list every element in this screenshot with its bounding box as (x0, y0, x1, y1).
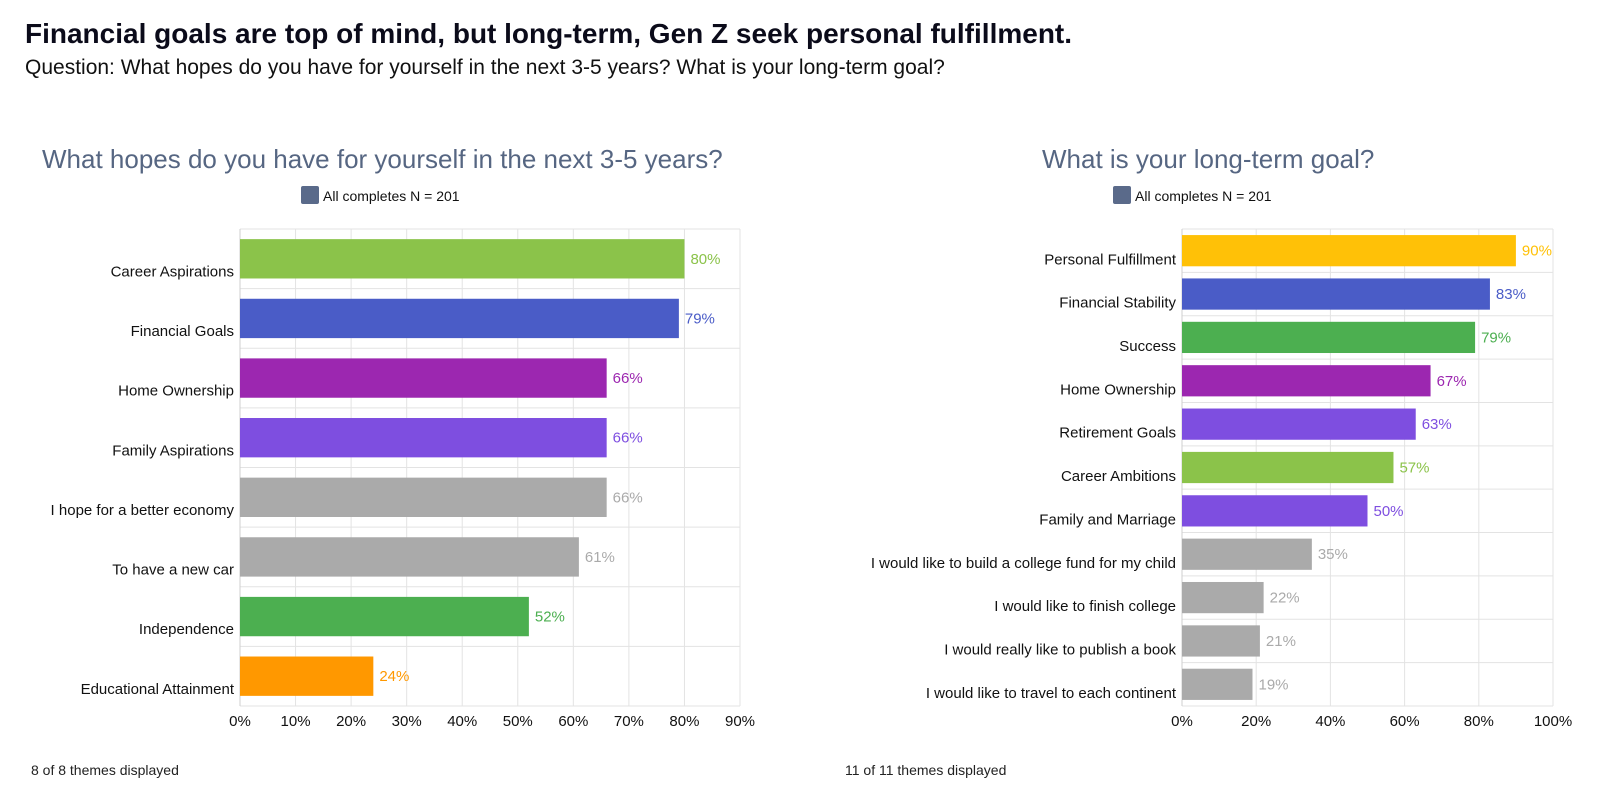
left-bar (240, 477, 607, 517)
left-x-tick-label: 70% (614, 713, 644, 730)
right-category-label: Retirement Goals (1059, 425, 1176, 442)
left-x-tick-label: 80% (669, 713, 699, 730)
right-data-label: 22% (1270, 590, 1300, 607)
right-category-label: Personal Fulfillment (1044, 251, 1177, 268)
right-category-label: Financial Stability (1059, 295, 1176, 312)
right-bar (1182, 278, 1490, 310)
right-x-tick-label: 60% (1390, 713, 1420, 730)
right-bar (1182, 581, 1264, 614)
right-bar (1182, 625, 1260, 657)
right-bar (1182, 538, 1312, 570)
left-x-tick-label: 90% (725, 713, 755, 730)
left-chart-footer: 8 of 8 themes displayed (31, 762, 179, 778)
left-category-label: Home Ownership (118, 383, 234, 400)
right-data-label: 50% (1374, 503, 1404, 520)
left-data-label: 52% (535, 609, 565, 626)
right-x-tick-label: 20% (1241, 713, 1271, 730)
right-x-tick-label: 40% (1315, 713, 1345, 730)
left-data-label: 66% (613, 489, 643, 506)
left-x-tick-label: 0% (229, 713, 251, 730)
right-data-label: 67% (1437, 373, 1467, 390)
left-data-label: 66% (613, 430, 643, 447)
right-chart-footer: 11 of 11 themes displayed (845, 762, 1007, 778)
left-category-label: Financial Goals (131, 323, 234, 340)
right-bar (1182, 235, 1516, 267)
right-data-label: 21% (1266, 633, 1296, 650)
page-title: Financial goals are top of mind, but lon… (25, 18, 1073, 49)
left-x-tick-label: 60% (558, 713, 588, 730)
left-category-label: Family Aspirations (112, 442, 234, 459)
left-bar (240, 298, 679, 339)
left-x-tick-label: 50% (503, 713, 533, 730)
right-x-tick-label: 0% (1171, 713, 1193, 730)
left-data-label: 80% (690, 251, 720, 268)
right-category-label: Family and Marriage (1039, 511, 1176, 528)
left-bar (240, 596, 529, 637)
left-bar (240, 239, 685, 279)
right-data-label: 19% (1258, 676, 1288, 693)
left-x-tick-label: 20% (336, 713, 366, 730)
right-data-label: 83% (1496, 286, 1526, 303)
right-data-label: 57% (1399, 460, 1429, 477)
page-question: Question: What hopes do you have for you… (25, 56, 945, 79)
right-category-label: Career Ambitions (1061, 468, 1176, 485)
right-legend-swatch (1113, 186, 1131, 204)
left-category-label: Educational Attainment (81, 681, 235, 698)
left-data-label: 79% (685, 310, 715, 327)
left-bar (240, 537, 579, 577)
left-x-tick-label: 40% (447, 713, 477, 730)
right-bar (1182, 365, 1431, 397)
right-chart-title: What is your long-term goal? (1042, 144, 1374, 174)
right-data-label: 79% (1481, 329, 1511, 346)
left-category-label: Career Aspirations (111, 263, 234, 280)
right-bar (1182, 408, 1416, 440)
right-category-label: Home Ownership (1060, 381, 1176, 398)
right-x-tick-label: 100% (1534, 713, 1572, 730)
right-category-label: I would really like to publish a book (944, 642, 1176, 659)
left-chart-title: What hopes do you have for yourself in t… (42, 144, 723, 174)
left-category-label: To have a new car (112, 562, 234, 579)
right-category-label: I would like to travel to each continent (926, 685, 1177, 702)
right-legend-label: All completes N = 201 (1135, 188, 1272, 204)
right-data-label: 35% (1318, 546, 1348, 563)
right-category-label: I would like to finish college (994, 598, 1176, 615)
right-bar (1182, 451, 1394, 484)
left-x-tick-label: 30% (392, 713, 422, 730)
left-data-label: 66% (613, 370, 643, 387)
left-data-label: 24% (379, 668, 409, 685)
left-bar (240, 418, 607, 458)
left-category-label: Independence (139, 621, 234, 638)
left-legend-label: All completes N = 201 (323, 188, 460, 204)
right-bar (1182, 495, 1368, 527)
right-category-label: Success (1119, 338, 1176, 355)
right-bar (1182, 321, 1476, 354)
right-x-tick-label: 80% (1464, 713, 1494, 730)
left-category-label: I hope for a better economy (51, 502, 235, 519)
right-data-label: 90% (1522, 243, 1552, 260)
right-bar (1182, 668, 1253, 700)
left-bar (240, 656, 374, 696)
left-x-tick-label: 10% (281, 713, 311, 730)
right-data-label: 63% (1422, 416, 1452, 433)
left-data-label: 61% (585, 549, 615, 566)
right-category-label: I would like to build a college fund for… (871, 555, 1176, 572)
left-bar (240, 358, 607, 398)
left-legend-swatch (301, 186, 319, 204)
